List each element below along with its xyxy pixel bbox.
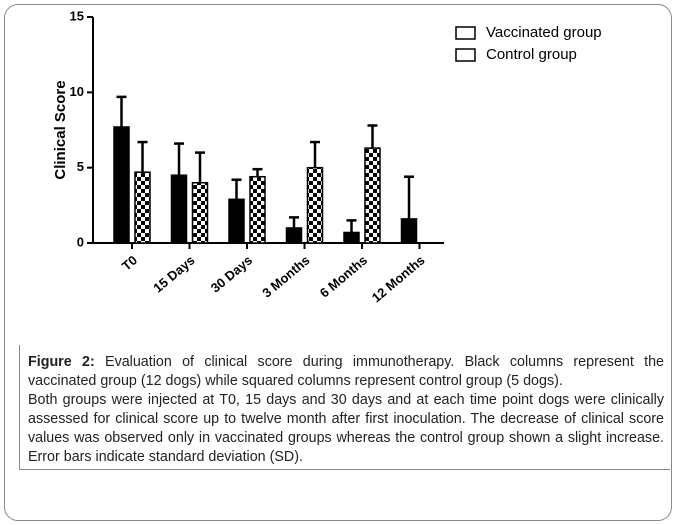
chart: Clinical Score 0 5 10 15 T0 15 Days 30 Days 3 M… bbox=[52, 8, 602, 305]
x-tick-label: 30 Days bbox=[208, 252, 255, 295]
caption-text: Evaluation of clinical score during immu… bbox=[28, 354, 664, 389]
bar bbox=[170, 174, 188, 244]
y-tick-label: 0 bbox=[77, 234, 84, 249]
x-tick-label: 3 Months bbox=[259, 252, 312, 300]
bar bbox=[364, 147, 381, 244]
legend-swatch bbox=[455, 26, 476, 40]
figure: Clinical Score 0 5 10 15 T0 15 Days 30 Days 3 M… bbox=[4, 4, 672, 521]
x-tick-label: 12 Months bbox=[369, 252, 428, 305]
caption-paragraph: Figure 2: Evaluation of clinical score d… bbox=[28, 353, 664, 391]
bar bbox=[191, 181, 209, 244]
bar bbox=[285, 227, 303, 244]
caption: Figure 2: Evaluation of clinical score d… bbox=[19, 345, 670, 470]
y-axis-label: Clinical Score bbox=[52, 80, 69, 179]
y-tick-label: 10 bbox=[70, 84, 84, 99]
legend-label: Control group bbox=[486, 46, 577, 63]
bar bbox=[134, 171, 151, 244]
bar bbox=[343, 231, 360, 244]
caption-paragraph: Both groups were injected at T0, 15 days… bbox=[28, 392, 664, 465]
legend-label: Vaccinated group bbox=[486, 24, 602, 41]
bar bbox=[113, 126, 130, 244]
y-tick-label: 5 bbox=[77, 159, 84, 174]
x-tick-label: T0 bbox=[119, 252, 140, 273]
legend-swatch bbox=[455, 48, 476, 62]
x-tick-label: 6 Months bbox=[317, 252, 370, 300]
y-tick-label: 15 bbox=[70, 8, 84, 23]
bar bbox=[228, 198, 245, 244]
bar bbox=[400, 218, 418, 244]
x-tick-label: 15 Days bbox=[150, 252, 197, 295]
caption-label: Figure 2: bbox=[28, 354, 95, 370]
bar bbox=[306, 166, 324, 244]
bar bbox=[249, 175, 266, 244]
